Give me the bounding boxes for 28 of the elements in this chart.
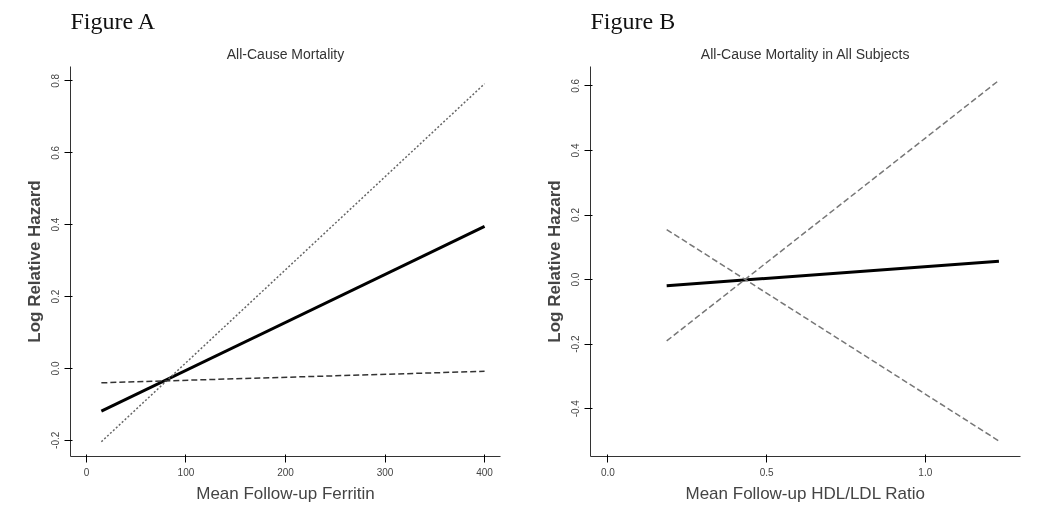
x-tick-label: 300 bbox=[376, 466, 394, 478]
chart-title: Figure B bbox=[590, 7, 676, 34]
y-tick-label: 0.6 bbox=[50, 145, 62, 160]
y-tick-label: 0.0 bbox=[570, 272, 582, 287]
y-tick-label: 0.4 bbox=[570, 143, 582, 158]
y-tick-label: 0.0 bbox=[50, 361, 62, 376]
x-tick-label: 0 bbox=[83, 466, 90, 478]
x-tick-label: 400 bbox=[476, 466, 494, 478]
y-tick-label: 0.6 bbox=[570, 78, 582, 93]
x-tick-label: 0.0 bbox=[601, 466, 616, 478]
x-axis-title: Mean Follow-up Ferritin bbox=[196, 483, 375, 503]
x-tick-label: 1.0 bbox=[918, 466, 933, 478]
y-axis-title: Log Relative Hazard bbox=[24, 180, 44, 343]
y-axis-title: Log Relative Hazard bbox=[544, 180, 564, 343]
chart-subtitle: All-Cause Mortality in All Subjects bbox=[700, 45, 910, 62]
y-tick-label: 0.8 bbox=[50, 73, 62, 88]
x-tick-label: 0.5 bbox=[759, 466, 775, 478]
x-tick-label: 100 bbox=[177, 466, 195, 478]
y-tick-label: 0.4 bbox=[50, 217, 62, 232]
y-tick-label: 0.2 bbox=[50, 289, 62, 304]
y-tick-label: -0.4 bbox=[570, 399, 582, 418]
chart-title: Figure A bbox=[70, 7, 156, 34]
x-axis-title: Mean Follow-up HDL/LDL Ratio bbox=[685, 483, 925, 503]
x-tick-label: 200 bbox=[277, 466, 295, 478]
y-tick-label: 0.2 bbox=[570, 207, 582, 222]
chart-subtitle: All-Cause Mortality bbox=[226, 45, 345, 62]
y-tick-label: -0.2 bbox=[50, 431, 62, 449]
y-tick-label: -0.2 bbox=[570, 335, 582, 353]
